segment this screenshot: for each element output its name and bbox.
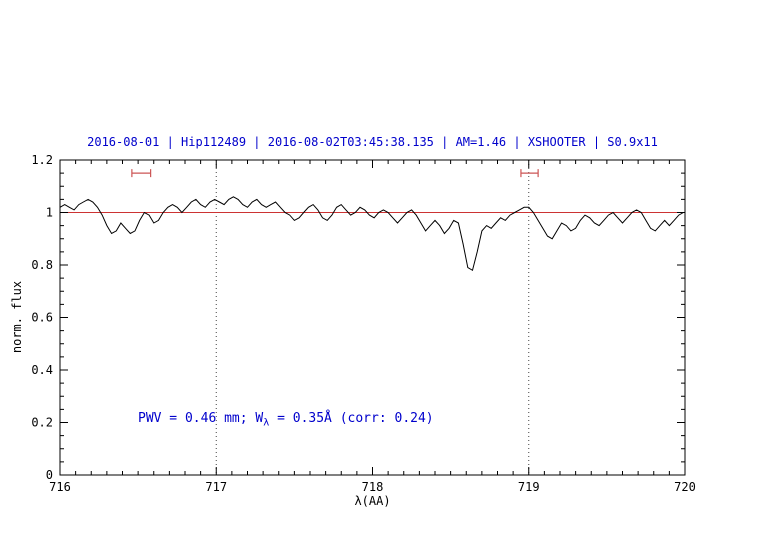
x-tick-label: 716 xyxy=(49,480,71,494)
x-axis-label: λ(AA) xyxy=(354,494,391,508)
y-tick-label: 0 xyxy=(46,468,53,482)
spectrum-line xyxy=(59,196,684,272)
lambda-subscript: λ xyxy=(263,417,270,429)
plot-frame xyxy=(59,159,686,476)
x-tick-label: 718 xyxy=(362,480,384,494)
x-tick-label: 717 xyxy=(205,480,227,494)
pwv-annotation-text-suffix: = 0.35Å (corr: 0.24) xyxy=(269,411,434,426)
y-tick-label: 1.2 xyxy=(31,153,53,167)
pwv-annotation: PWV = 0.46 mm; Wλ = 0.35Å (corr: 0.24) xyxy=(138,411,434,429)
x-tick-label: 719 xyxy=(518,480,540,494)
y-tick-label: 0.6 xyxy=(31,311,53,325)
y-tick-label: 0.4 xyxy=(31,363,53,377)
pwv-annotation-text: PWV = 0.46 mm; W xyxy=(138,411,264,426)
y-tick-label: 1 xyxy=(46,206,53,220)
y-tick-label: 0.2 xyxy=(31,416,53,430)
x-tick-label: 720 xyxy=(674,480,696,494)
y-tick-label: 0.8 xyxy=(31,258,53,272)
plot-title: 2016-08-01 | Hip112489 | 2016-08-02T03:4… xyxy=(87,135,658,149)
